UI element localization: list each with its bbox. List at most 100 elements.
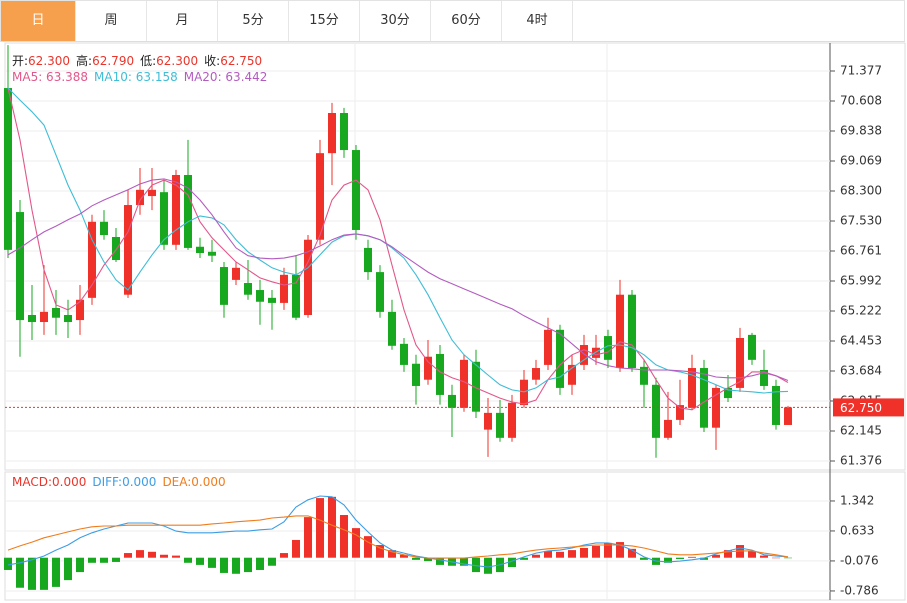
candle-body: [724, 387, 732, 399]
candle-body: [232, 267, 240, 280]
macd-bar: [592, 545, 600, 558]
macd-bar: [208, 557, 216, 568]
ma-legend-entry: MA5: 63.388: [12, 70, 89, 84]
candle-body: [148, 189, 156, 197]
macd-bar: [544, 550, 552, 558]
candle-body: [160, 192, 168, 245]
period-tab[interactable]: 15分: [289, 1, 360, 41]
macd-bar: [244, 557, 252, 573]
macd-bar: [64, 557, 72, 581]
macd-bar: [784, 557, 792, 559]
candle-body: [4, 88, 12, 250]
macd-bar: [424, 557, 432, 562]
candle-body: [76, 299, 84, 321]
candle-body: [532, 368, 540, 380]
y-tick-label: 69.069: [840, 154, 882, 168]
ma-line: [7, 87, 789, 411]
quote-value: 62.300: [28, 54, 71, 68]
period-tab[interactable]: 周: [76, 1, 147, 41]
macd-line: [7, 515, 789, 559]
period-tab[interactable]: 5分: [218, 1, 289, 41]
y-tick-label: 64.453: [840, 334, 882, 348]
macd-bar: [316, 498, 324, 558]
candle-body: [40, 311, 48, 323]
macd-bar: [232, 557, 240, 574]
period-tab[interactable]: 日: [1, 1, 76, 41]
y-tick-label: -0.786: [840, 583, 879, 597]
candle-body: [448, 394, 456, 408]
candle-body: [652, 384, 660, 438]
candle-body: [64, 314, 72, 323]
macd-bar: [532, 554, 540, 558]
macd-legend-entry: DEA:0.000: [162, 475, 226, 489]
candle-body: [220, 267, 228, 305]
candle-body: [628, 294, 636, 369]
quote-label: 收:: [204, 54, 221, 68]
y-tick-label: 62.145: [840, 424, 882, 438]
macd-bar: [52, 557, 60, 587]
macd-bar: [412, 557, 420, 560]
macd-bar: [676, 557, 684, 559]
candle-body: [436, 353, 444, 395]
y-tick-label: 70.608: [840, 93, 882, 107]
ma-legend-entry: MA10: 63.158: [94, 70, 178, 84]
macd-bar: [400, 554, 408, 558]
candle-body: [604, 336, 612, 360]
quote-value: 62.790: [92, 54, 135, 68]
macd-bar: [40, 557, 48, 590]
ma-line: [7, 87, 789, 394]
candle-body: [376, 272, 384, 312]
candle-body: [472, 361, 480, 412]
period-tab[interactable]: 30分: [360, 1, 431, 41]
candle-body: [364, 247, 372, 273]
candle-body: [328, 112, 336, 154]
candle-body: [304, 239, 312, 315]
candle-body: [316, 153, 324, 240]
macd-bar: [100, 557, 108, 563]
ma-line: [7, 178, 789, 382]
candle-body: [412, 363, 420, 386]
candle-body: [748, 334, 756, 360]
candle-body: [352, 150, 360, 230]
macd-legend-entry: MACD:0.000: [12, 475, 87, 489]
candle-body: [460, 359, 468, 408]
last-price-label: 62.750: [840, 401, 882, 415]
macd-bar: [760, 555, 768, 558]
period-tab[interactable]: 月: [147, 1, 218, 41]
candle-body: [592, 347, 600, 358]
macd-bar: [640, 557, 648, 560]
macd-bar: [604, 542, 612, 558]
macd-bar: [76, 557, 84, 573]
macd-bar: [4, 557, 12, 570]
macd-bar: [436, 557, 444, 565]
macd-bar: [220, 557, 228, 573]
candle-body: [280, 274, 288, 303]
candle-body: [292, 274, 300, 318]
candle-body: [340, 112, 348, 151]
macd-bar: [112, 557, 120, 562]
macd-bar: [616, 542, 624, 558]
candle-body: [520, 379, 528, 406]
macd-bar: [352, 528, 360, 558]
y-tick-label: 61.376: [840, 453, 882, 467]
macd-bar: [376, 545, 384, 558]
quote-value: 62.300: [156, 54, 199, 68]
candle-body: [496, 412, 504, 438]
candle-body: [196, 246, 204, 253]
candle-body: [388, 311, 396, 346]
macd-bar: [124, 553, 132, 558]
period-tab[interactable]: 60分: [431, 1, 502, 41]
quote-legend: 开:62.300 高:62.790 低:62.300 收:62.750: [12, 52, 268, 69]
y-tick-label: 63.684: [840, 363, 882, 377]
candle-body: [508, 402, 516, 438]
macd-bar: [460, 557, 468, 566]
macd-bar: [196, 557, 204, 565]
macd-bar: [568, 550, 576, 558]
macd-bar: [688, 556, 696, 558]
macd-bar: [508, 557, 516, 568]
macd-bar: [724, 550, 732, 558]
period-tab[interactable]: 4时: [502, 1, 573, 41]
macd-bar: [628, 548, 636, 558]
